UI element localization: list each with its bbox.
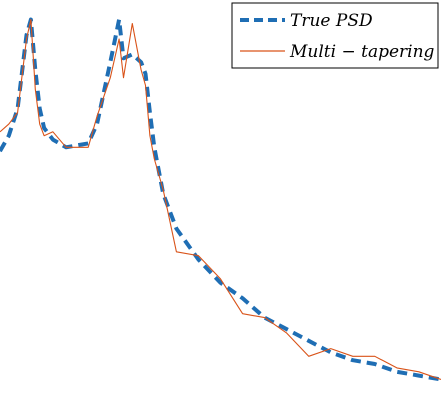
legend-box	[231, 2, 439, 69]
legend: True PSD Multi − tapering	[231, 2, 439, 69]
legend-label-true-psd: True PSD	[290, 11, 373, 31]
series-line-multi-tapering	[0, 19, 441, 381]
legend-label-multi-tapering: Multi − tapering	[289, 42, 435, 62]
plot-area	[0, 17, 441, 382]
series-line-true-psd	[0, 17, 441, 382]
